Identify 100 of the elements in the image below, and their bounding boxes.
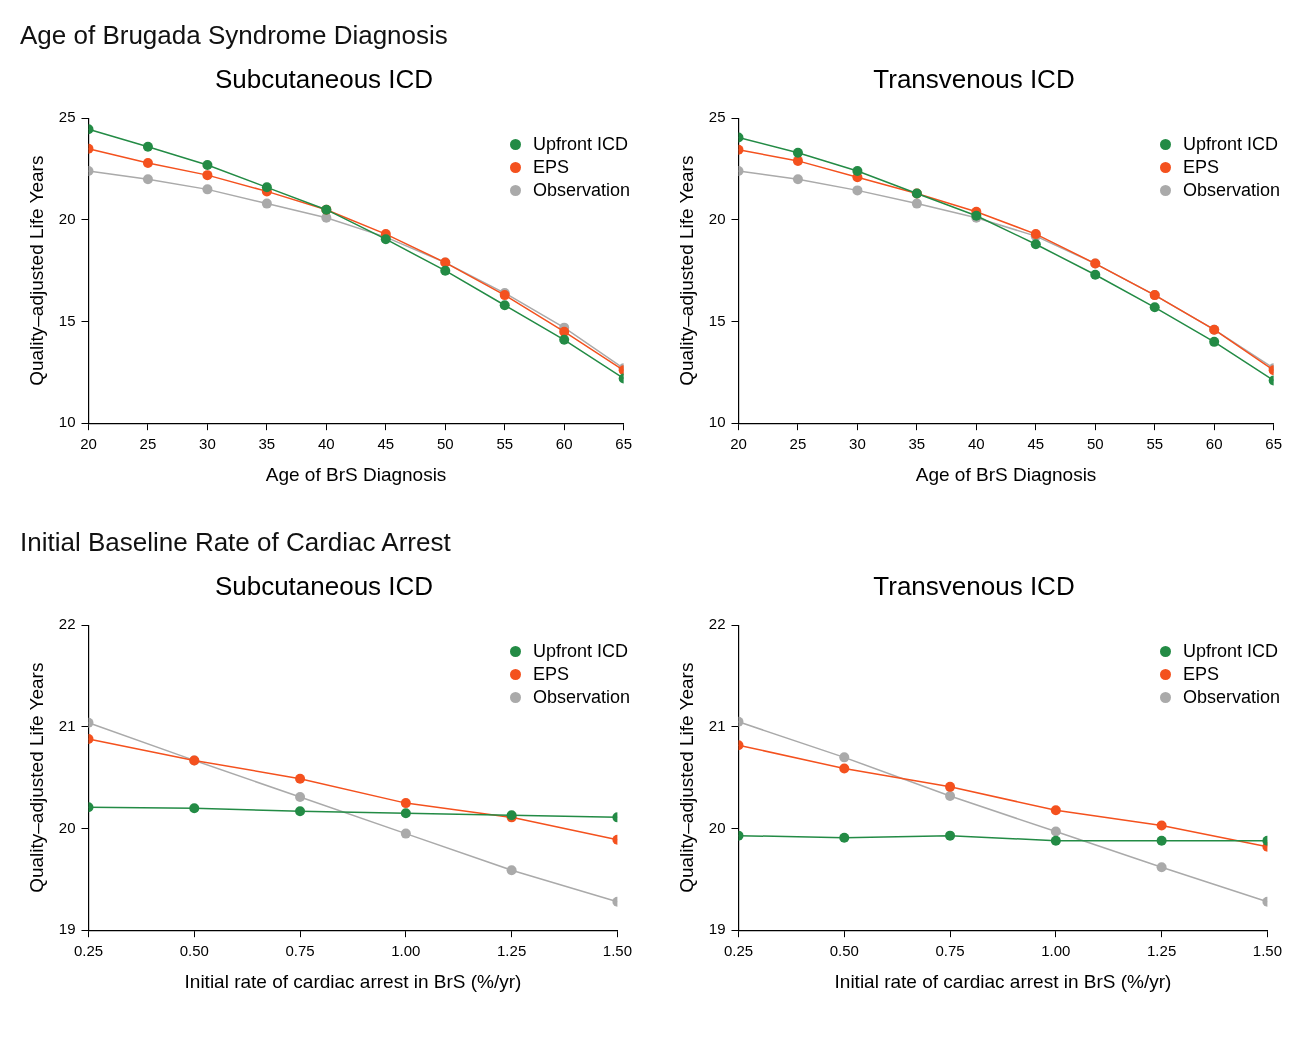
point	[189, 803, 200, 814]
x-tick-label: 30	[199, 435, 216, 453]
y-tick-label: 25	[708, 108, 726, 126]
legend-label: EPS	[532, 663, 569, 686]
legend-label: Upfront ICD	[1182, 640, 1278, 663]
point	[792, 147, 803, 158]
point	[1050, 805, 1061, 816]
x-tick-label: 0.75	[935, 942, 965, 960]
point	[1090, 269, 1101, 280]
y-tick-label: 20	[708, 210, 726, 228]
x-axis-title: Initial rate of cardiac arrest in BrS (%/yr)	[184, 970, 522, 992]
point	[945, 830, 956, 841]
x-tick-label: 55	[496, 435, 514, 453]
x-axis-title: Age of BrS Diagnosis	[265, 463, 447, 485]
point	[839, 832, 850, 843]
legend-label: EPS	[1182, 156, 1219, 179]
chart-title: Transvenous ICD	[873, 63, 1075, 94]
y-axis-title: Quality–adjusted Life Years	[675, 662, 697, 893]
point	[852, 166, 863, 177]
y-axis-title: Quality–adjusted Life Years	[675, 155, 697, 386]
y-tick-label: 21	[58, 717, 76, 735]
point	[1156, 820, 1167, 831]
legend-label: Observation	[532, 686, 630, 709]
chart-title: Subcutaneous ICD	[214, 63, 434, 94]
point	[1050, 835, 1061, 846]
x-tick-label: 40	[968, 435, 985, 453]
x-tick-label: 1.25	[497, 942, 527, 960]
point	[559, 334, 570, 345]
point	[295, 806, 306, 817]
point	[499, 300, 510, 311]
point	[400, 798, 411, 809]
text: Age of Brugada Syndrome Diagnosis	[19, 19, 449, 52]
y-tick-label: 10	[58, 413, 76, 431]
point	[261, 182, 272, 193]
x-axis-title: Age of BrS Diagnosis	[915, 463, 1097, 485]
y-tick-label: 19	[708, 920, 726, 938]
point	[202, 159, 213, 170]
x-tick-label: 0.50	[829, 942, 859, 960]
x-tick-label: 25	[139, 435, 157, 453]
x-tick-label: 30	[849, 435, 866, 453]
point	[142, 141, 153, 152]
legend-label: Upfront ICD	[532, 640, 628, 663]
x-tick-label: 1.00	[1041, 942, 1071, 960]
point	[202, 170, 213, 181]
y-tick-label: 20	[58, 818, 76, 836]
point	[852, 185, 863, 196]
x-tick-label: 65	[615, 435, 632, 453]
point	[945, 791, 956, 801]
point	[142, 174, 153, 185]
point	[1209, 336, 1220, 347]
x-tick-label: 60	[1205, 435, 1223, 453]
point	[261, 198, 272, 209]
point	[295, 792, 306, 803]
point	[839, 752, 850, 763]
legend-label: EPS	[1182, 663, 1219, 686]
x-tick-label: 65	[1265, 435, 1282, 453]
y-tick-label: 22	[58, 615, 76, 633]
point	[911, 198, 922, 209]
point	[839, 763, 850, 774]
x-tick-label: 25	[789, 435, 807, 453]
x-tick-label: 50	[436, 435, 454, 453]
y-axis-title: Quality–adjusted Life Years	[25, 155, 47, 386]
y-tick-label: 20	[58, 210, 76, 228]
x-tick-label: 1.50	[1252, 942, 1282, 960]
point	[440, 265, 451, 276]
point	[1050, 826, 1061, 837]
x-tick-label: 0.75	[285, 942, 315, 960]
point	[400, 828, 411, 839]
y-tick-label: 15	[58, 311, 76, 329]
x-tick-label: 1.50	[602, 942, 632, 960]
x-tick-label: 1.25	[1147, 942, 1177, 960]
x-tick-label: 45	[377, 435, 395, 453]
point	[142, 157, 153, 168]
y-tick-label: 15	[708, 311, 726, 329]
point	[400, 808, 411, 819]
x-tick-label: 45	[1027, 435, 1045, 453]
legend-label: Upfront ICD	[1182, 133, 1278, 156]
point	[945, 781, 956, 792]
x-axis-title: Initial rate of cardiac arrest in BrS (%/yr)	[834, 970, 1172, 992]
point	[506, 865, 517, 876]
legend-label: Observation	[532, 179, 630, 202]
x-tick-label: 1.00	[391, 942, 421, 960]
point	[295, 773, 306, 784]
y-tick-label: 20	[708, 818, 726, 836]
x-tick-label: 60	[555, 435, 573, 453]
y-tick-label: 19	[58, 920, 76, 938]
point	[1156, 835, 1167, 846]
point	[1030, 239, 1041, 250]
chart-title: Transvenous ICD	[873, 570, 1075, 601]
x-tick-label: 20	[80, 435, 97, 453]
legend-label: Observation	[1182, 686, 1280, 709]
legend-label: EPS	[532, 156, 569, 179]
point	[792, 174, 803, 185]
x-tick-label: 0.25	[723, 942, 754, 960]
x-tick-label: 35	[258, 435, 276, 453]
x-tick-label: 50	[1086, 435, 1104, 453]
y-tick-label: 21	[708, 717, 726, 735]
point	[1156, 862, 1167, 873]
y-tick-label: 10	[708, 413, 726, 431]
x-tick-label: 20	[730, 435, 747, 453]
